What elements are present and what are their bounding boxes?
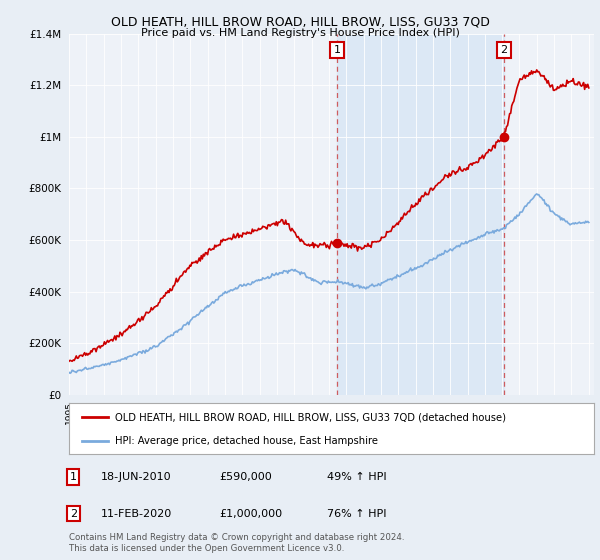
Bar — [337, 34, 504, 395]
Text: 76% ↑ HPI: 76% ↑ HPI — [327, 508, 386, 519]
Text: £1,000,000: £1,000,000 — [219, 508, 282, 519]
Text: OLD HEATH, HILL BROW ROAD, HILL BROW, LISS, GU33 7QD: OLD HEATH, HILL BROW ROAD, HILL BROW, LI… — [110, 16, 490, 29]
Text: 2: 2 — [70, 508, 77, 519]
Text: 11-FEB-2020: 11-FEB-2020 — [101, 508, 172, 519]
Text: 49% ↑ HPI: 49% ↑ HPI — [327, 472, 386, 482]
Text: Price paid vs. HM Land Registry's House Price Index (HPI): Price paid vs. HM Land Registry's House … — [140, 28, 460, 38]
Text: HPI: Average price, detached house, East Hampshire: HPI: Average price, detached house, East… — [115, 436, 378, 446]
Text: £590,000: £590,000 — [219, 472, 272, 482]
Text: OLD HEATH, HILL BROW ROAD, HILL BROW, LISS, GU33 7QD (detached house): OLD HEATH, HILL BROW ROAD, HILL BROW, LI… — [115, 412, 506, 422]
Text: 1: 1 — [70, 472, 77, 482]
Text: Contains HM Land Registry data © Crown copyright and database right 2024.
This d: Contains HM Land Registry data © Crown c… — [69, 533, 404, 553]
Text: 2: 2 — [500, 45, 508, 55]
Text: 1: 1 — [334, 45, 340, 55]
Text: 18-JUN-2010: 18-JUN-2010 — [101, 472, 172, 482]
